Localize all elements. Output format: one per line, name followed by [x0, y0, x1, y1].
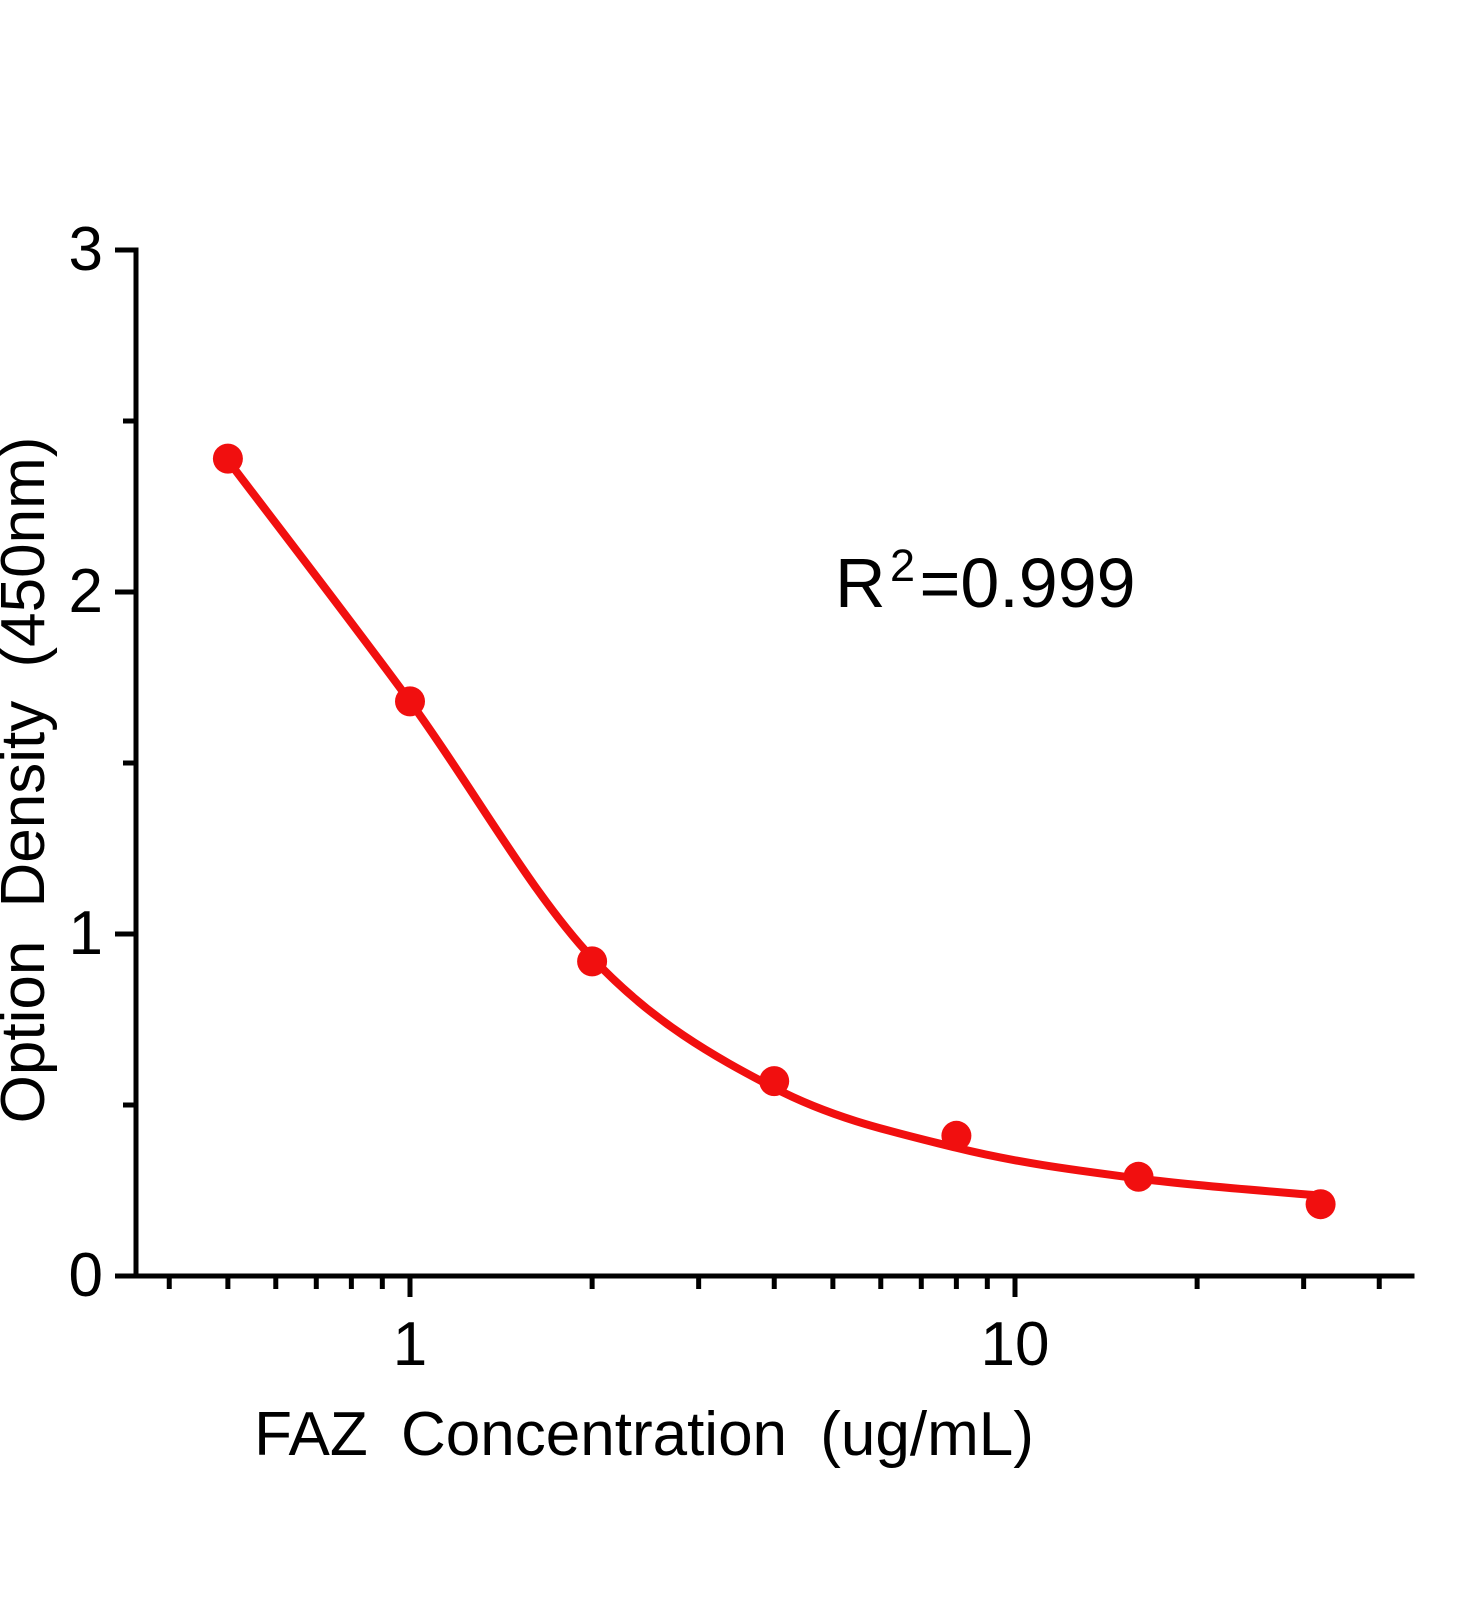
data-point [941, 1120, 972, 1151]
y-tick-label: 2 [69, 557, 103, 626]
y-tick-label: 3 [69, 215, 103, 284]
y-axis-title: Option Density (450nm) [0, 437, 58, 1124]
x-tick-label: 1 [393, 1310, 427, 1379]
x-axis-title: FAZ Concentration (ug/mL) [254, 1400, 1034, 1469]
axes-layer: 1 10 0 1 2 3 [69, 215, 1415, 1379]
x-tick-label: 10 [981, 1310, 1050, 1379]
data-point [1123, 1161, 1154, 1192]
r-squared-value: =0.999 [920, 544, 1136, 622]
data-points-layer [212, 443, 1336, 1220]
r-squared-base: R [835, 544, 886, 622]
data-point [395, 686, 425, 717]
r-squared-annotation: R 2 =0.999 [835, 540, 1136, 622]
axis-spine [133, 247, 1415, 1279]
r-squared-superscript: 2 [890, 540, 915, 591]
data-point [577, 946, 608, 977]
y-tick-label: 1 [69, 899, 103, 968]
y-tick-label: 0 [69, 1241, 103, 1310]
data-point [1305, 1189, 1336, 1220]
data-point [759, 1066, 790, 1097]
data-point [212, 443, 243, 474]
